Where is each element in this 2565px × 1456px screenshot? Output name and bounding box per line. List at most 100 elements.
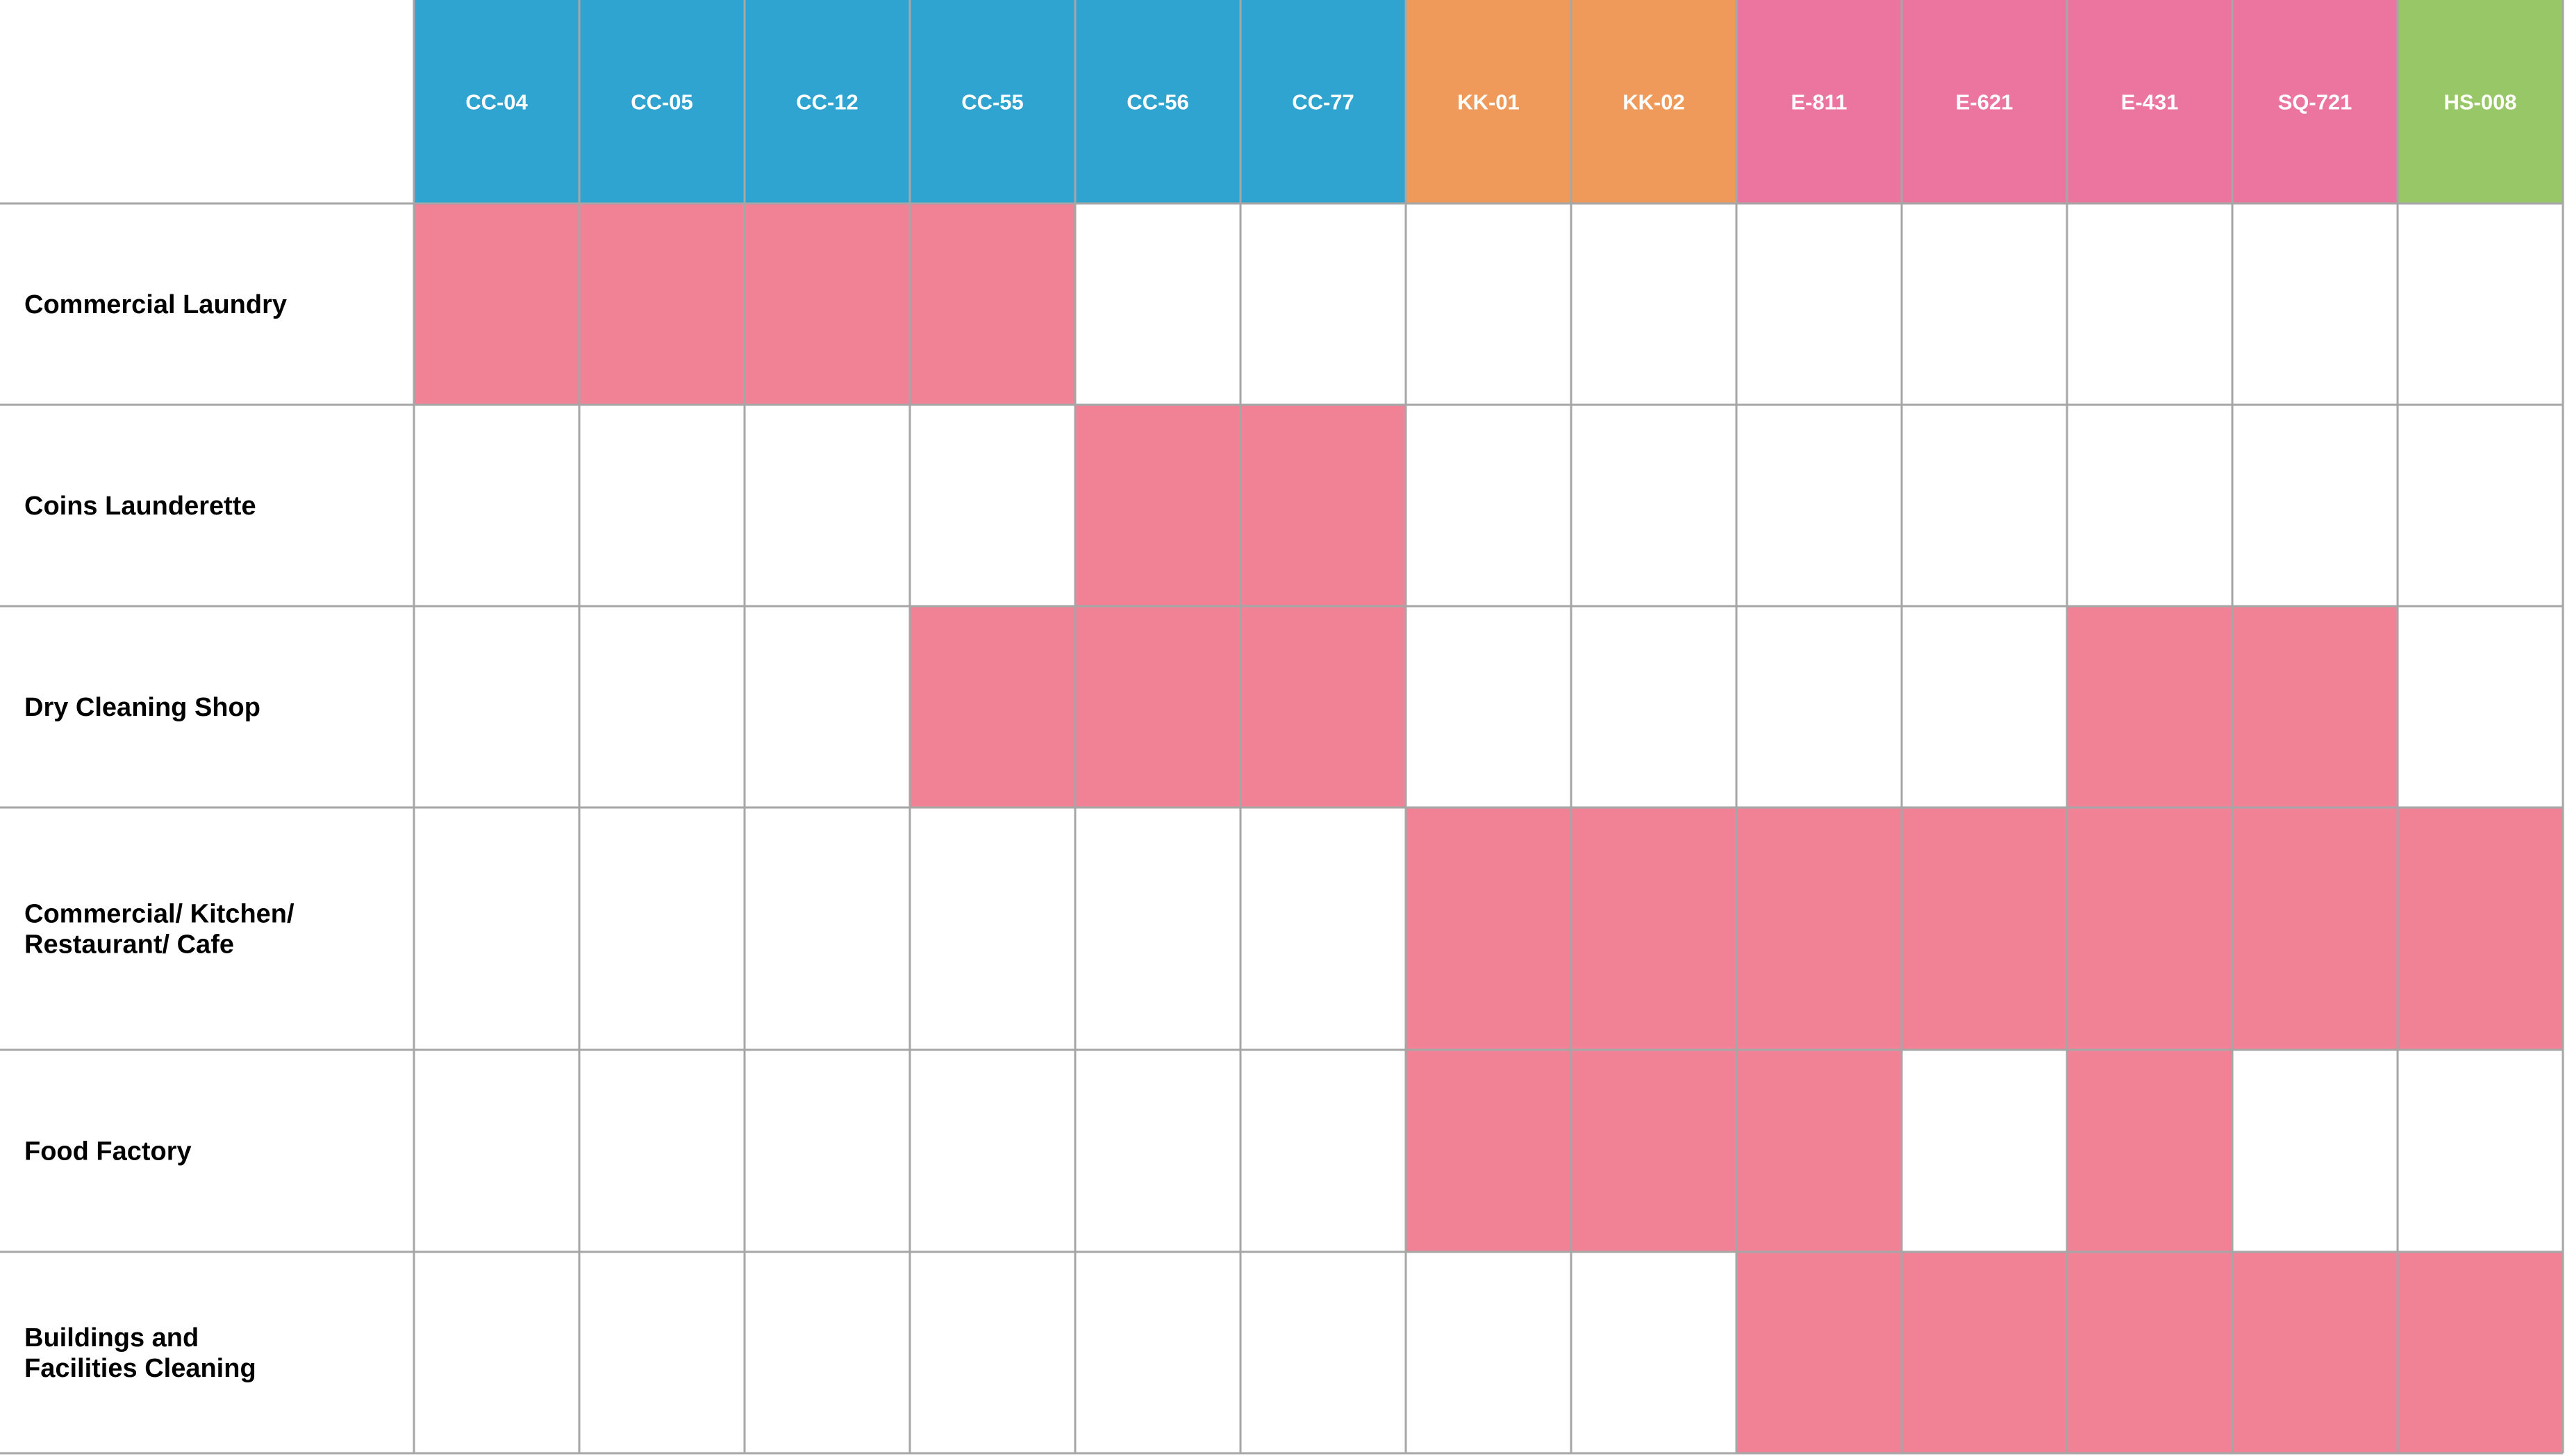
empty-cell-row3-cc-04 (414, 606, 579, 808)
empty-cell-row1-e-621 (1902, 203, 2067, 405)
column-header-label-cc-04: CC-04 (465, 90, 528, 115)
empty-cell-row1-kk-02 (1571, 203, 1736, 405)
marked-cell-row4-e-621 (1902, 808, 2067, 1050)
column-header-cell-sq-721 (2232, 0, 2398, 203)
row-label-5: Food Factory (24, 1137, 192, 1166)
empty-cell-row2-kk-01 (1406, 405, 1571, 606)
column-header-cell-kk-02 (1571, 0, 1736, 203)
column-header-label-cc-56: CC-56 (1127, 90, 1189, 115)
empty-cell-row5-cc-04 (414, 1050, 579, 1252)
empty-cell-row3-e-621 (1902, 606, 2067, 808)
column-header-label-cc-05: CC-05 (631, 90, 693, 115)
empty-cell-row5-cc-05 (579, 1050, 745, 1252)
marked-cell-row2-cc-77 (1240, 405, 1406, 606)
row-label-6-line-1: Buildings and (24, 1323, 199, 1353)
column-header-cell-cc-04 (414, 0, 579, 203)
row-label-4-line-2: Restaurant/ Cafe (24, 930, 234, 960)
marked-cell-row3-sq-721 (2232, 606, 2398, 808)
marked-cell-row6-e-811 (1736, 1252, 1902, 1453)
empty-cell-row2-cc-12 (745, 405, 910, 606)
empty-cell-row5-cc-55 (910, 1050, 1075, 1252)
marked-cell-row2-cc-56 (1075, 405, 1240, 606)
empty-cell-row6-kk-02 (1571, 1252, 1736, 1453)
column-header-cell-e-811 (1736, 0, 1902, 203)
empty-cell-row2-e-811 (1736, 405, 1902, 606)
empty-cell-row6-cc-04 (414, 1252, 579, 1453)
empty-cell-row3-cc-05 (579, 606, 745, 808)
empty-cell-row1-cc-77 (1240, 203, 1406, 405)
column-header-cell-e-621 (1902, 0, 2067, 203)
empty-cell-row5-cc-77 (1240, 1050, 1406, 1252)
column-header-cell-e-431 (2067, 0, 2232, 203)
marked-cell-row6-sq-721 (2232, 1252, 2398, 1453)
column-header-cell-cc-05 (579, 0, 745, 203)
marked-cell-row3-cc-55 (910, 606, 1075, 808)
marked-cell-row1-cc-04 (414, 203, 579, 405)
marked-cell-row6-e-431 (2067, 1252, 2232, 1453)
empty-cell-row6-cc-55 (910, 1252, 1075, 1453)
empty-cell-row3-cc-12 (745, 606, 910, 808)
column-header-label-e-621: E-621 (1956, 90, 2014, 115)
column-header-label-cc-55: CC-55 (961, 90, 1024, 115)
column-header-cell-cc-77 (1240, 0, 1406, 203)
column-header-cell-cc-56 (1075, 0, 1240, 203)
empty-cell-row1-hs-008 (2398, 203, 2563, 405)
marked-cell-row6-e-621 (1902, 1252, 2067, 1453)
empty-cell-row4-cc-56 (1075, 808, 1240, 1050)
column-header-label-e-431: E-431 (2121, 90, 2179, 115)
marked-cell-row4-hs-008 (2398, 808, 2563, 1050)
empty-cell-row6-cc-12 (745, 1252, 910, 1453)
empty-cell-row4-cc-12 (745, 808, 910, 1050)
empty-cell-row3-e-811 (1736, 606, 1902, 808)
marked-cell-row4-sq-721 (2232, 808, 2398, 1050)
empty-cell-row2-e-621 (1902, 405, 2067, 606)
empty-cell-row4-cc-55 (910, 808, 1075, 1050)
empty-cell-row3-kk-02 (1571, 606, 1736, 808)
column-header-label-e-811: E-811 (1791, 90, 1847, 115)
empty-cell-row1-cc-56 (1075, 203, 1240, 405)
empty-cell-row1-e-431 (2067, 203, 2232, 405)
empty-cell-row4-cc-05 (579, 808, 745, 1050)
column-header-label-cc-77: CC-77 (1292, 90, 1354, 115)
marked-cell-row1-cc-55 (910, 203, 1075, 405)
marked-cell-row5-kk-01 (1406, 1050, 1571, 1252)
matrix-labels: CC-04 CC-05 CC-12 CC-55 CC-56 CC-77 KK-01 KK-02… (24, 90, 2517, 1384)
empty-cell-row2-e-431 (2067, 405, 2232, 606)
empty-cell-row5-sq-721 (2232, 1050, 2398, 1252)
empty-cell-row5-cc-12 (745, 1050, 910, 1252)
empty-cell-row6-cc-56 (1075, 1252, 1240, 1453)
marked-cell-row3-e-431 (2067, 606, 2232, 808)
empty-cell-row2-cc-55 (910, 405, 1075, 606)
marked-cell-row4-e-811 (1736, 808, 1902, 1050)
marked-cell-row5-kk-02 (1571, 1050, 1736, 1252)
column-header-cell-cc-12 (745, 0, 910, 203)
marked-cell-row5-e-811 (1736, 1050, 1902, 1252)
marked-cell-row4-e-431 (2067, 808, 2232, 1050)
column-header-cell-cc-55 (910, 0, 1075, 203)
empty-cell-row6-kk-01 (1406, 1252, 1571, 1453)
marked-cell-row4-kk-02 (1571, 808, 1736, 1050)
row-label-3: Dry Cleaning Shop (24, 693, 260, 722)
empty-cell-row3-kk-01 (1406, 606, 1571, 808)
row-label-1: Commercial Laundry (24, 290, 287, 319)
marked-cell-row5-e-431 (2067, 1050, 2232, 1252)
empty-cell-row6-cc-05 (579, 1252, 745, 1453)
row-label-2: Coins Launderette (24, 492, 256, 521)
empty-cell-row2-kk-02 (1571, 405, 1736, 606)
column-header-cell-kk-01 (1406, 0, 1571, 203)
column-header-cell-hs-008 (2398, 0, 2563, 203)
empty-cell-row1-sq-721 (2232, 203, 2398, 405)
empty-cell-row2-cc-05 (579, 405, 745, 606)
column-header-label-kk-02: KK-02 (1622, 90, 1685, 115)
empty-cell-row5-cc-56 (1075, 1050, 1240, 1252)
empty-cell-row2-cc-04 (414, 405, 579, 606)
empty-cell-row3-hs-008 (2398, 606, 2563, 808)
row-label-6-line-2: Facilities Cleaning (24, 1354, 256, 1383)
marked-cell-row6-hs-008 (2398, 1252, 2563, 1453)
marked-cell-row4-kk-01 (1406, 808, 1571, 1050)
empty-cell-row2-hs-008 (2398, 405, 2563, 606)
empty-cell-row4-cc-77 (1240, 808, 1406, 1050)
empty-cell-row1-e-811 (1736, 203, 1902, 405)
